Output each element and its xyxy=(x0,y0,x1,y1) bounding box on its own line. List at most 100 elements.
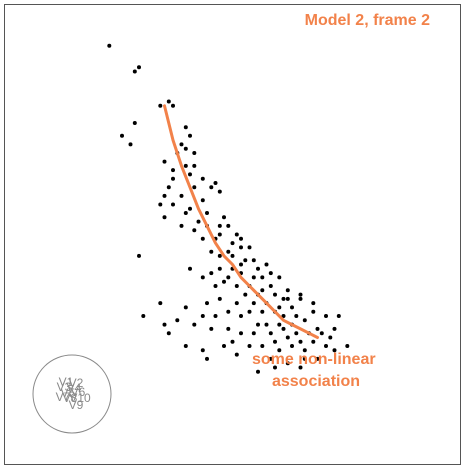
data-point xyxy=(171,202,175,207)
data-point xyxy=(217,223,222,228)
data-point xyxy=(209,326,214,331)
data-point xyxy=(256,369,260,374)
data-point xyxy=(332,348,337,353)
chart-title: Model 2, frame 2 xyxy=(305,12,430,29)
data-point xyxy=(188,172,192,177)
data-point xyxy=(200,275,205,280)
data-point xyxy=(268,271,273,276)
data-point xyxy=(217,232,222,237)
annotation-text: some non-linear association xyxy=(252,351,380,390)
data-point xyxy=(179,223,184,228)
data-point xyxy=(234,301,239,306)
axes-circle xyxy=(32,354,112,434)
data-point xyxy=(243,258,248,263)
data-point xyxy=(260,309,265,314)
axis-label: V9 xyxy=(69,398,84,412)
data-point xyxy=(268,284,273,288)
data-point xyxy=(290,344,294,348)
data-point xyxy=(298,296,303,301)
data-point xyxy=(336,314,341,318)
data-point xyxy=(132,121,137,125)
data-point xyxy=(285,288,290,293)
data-point xyxy=(328,335,333,340)
data-point xyxy=(188,133,192,138)
data-point xyxy=(230,253,235,258)
data-point xyxy=(298,339,303,344)
data-point xyxy=(137,253,141,258)
data-point xyxy=(196,219,201,224)
data-point xyxy=(158,301,163,306)
data-point xyxy=(260,344,265,348)
data-point xyxy=(277,322,282,327)
data-point xyxy=(192,322,197,327)
axis-label: V4 xyxy=(67,381,82,395)
data-point xyxy=(226,275,231,280)
data-point xyxy=(251,331,256,336)
data-point xyxy=(205,211,209,215)
data-point xyxy=(213,314,218,318)
data-point xyxy=(345,344,350,348)
data-point xyxy=(128,142,133,147)
data-point xyxy=(319,331,324,336)
data-point xyxy=(315,356,320,361)
data-point xyxy=(230,339,235,344)
data-point xyxy=(324,314,328,318)
data-point xyxy=(179,142,184,147)
data-point xyxy=(268,331,273,336)
data-point xyxy=(162,322,167,327)
data-point xyxy=(209,185,214,190)
data-point xyxy=(324,344,328,348)
data-point xyxy=(205,301,209,306)
axis-label: V2 xyxy=(69,376,84,390)
data-point xyxy=(183,305,188,310)
data-point xyxy=(158,202,163,207)
data-point xyxy=(192,185,197,190)
data-point xyxy=(298,292,303,297)
axis-label: V7 xyxy=(56,390,71,404)
data-point xyxy=(277,305,282,310)
data-point xyxy=(234,232,239,237)
data-point xyxy=(260,275,265,280)
data-point xyxy=(281,296,286,301)
data-point xyxy=(200,176,205,181)
data-point xyxy=(281,314,286,318)
axis-label: V3 xyxy=(57,380,72,394)
data-point xyxy=(315,326,320,331)
data-point xyxy=(209,271,214,276)
points-layer xyxy=(107,43,350,374)
data-point xyxy=(162,193,167,198)
data-point xyxy=(294,331,299,336)
data-point xyxy=(183,163,188,168)
data-point xyxy=(192,163,197,168)
data-point xyxy=(166,185,171,190)
data-point xyxy=(217,266,222,271)
annotation-line-2: association xyxy=(272,373,360,390)
data-point xyxy=(158,103,163,108)
data-point xyxy=(162,159,167,164)
data-point xyxy=(226,223,231,228)
data-point xyxy=(239,262,243,267)
data-point xyxy=(273,365,277,370)
data-point xyxy=(264,322,269,327)
data-point xyxy=(332,326,337,331)
axis-label: V8 xyxy=(63,391,78,405)
data-point xyxy=(222,344,226,348)
axis-label: V6 xyxy=(71,385,86,399)
data-point xyxy=(277,275,282,280)
data-point xyxy=(234,352,239,357)
data-point xyxy=(192,151,197,155)
data-point xyxy=(239,331,243,336)
data-point xyxy=(205,356,209,361)
data-point xyxy=(141,314,146,318)
data-point xyxy=(239,245,243,250)
data-point xyxy=(302,356,307,361)
data-point xyxy=(183,211,188,215)
data-point xyxy=(243,292,248,297)
axis-label: V1 xyxy=(59,375,74,389)
data-point xyxy=(256,266,260,271)
data-point xyxy=(200,348,205,353)
data-point xyxy=(217,253,222,258)
data-point xyxy=(166,99,171,104)
data-point xyxy=(264,262,269,267)
